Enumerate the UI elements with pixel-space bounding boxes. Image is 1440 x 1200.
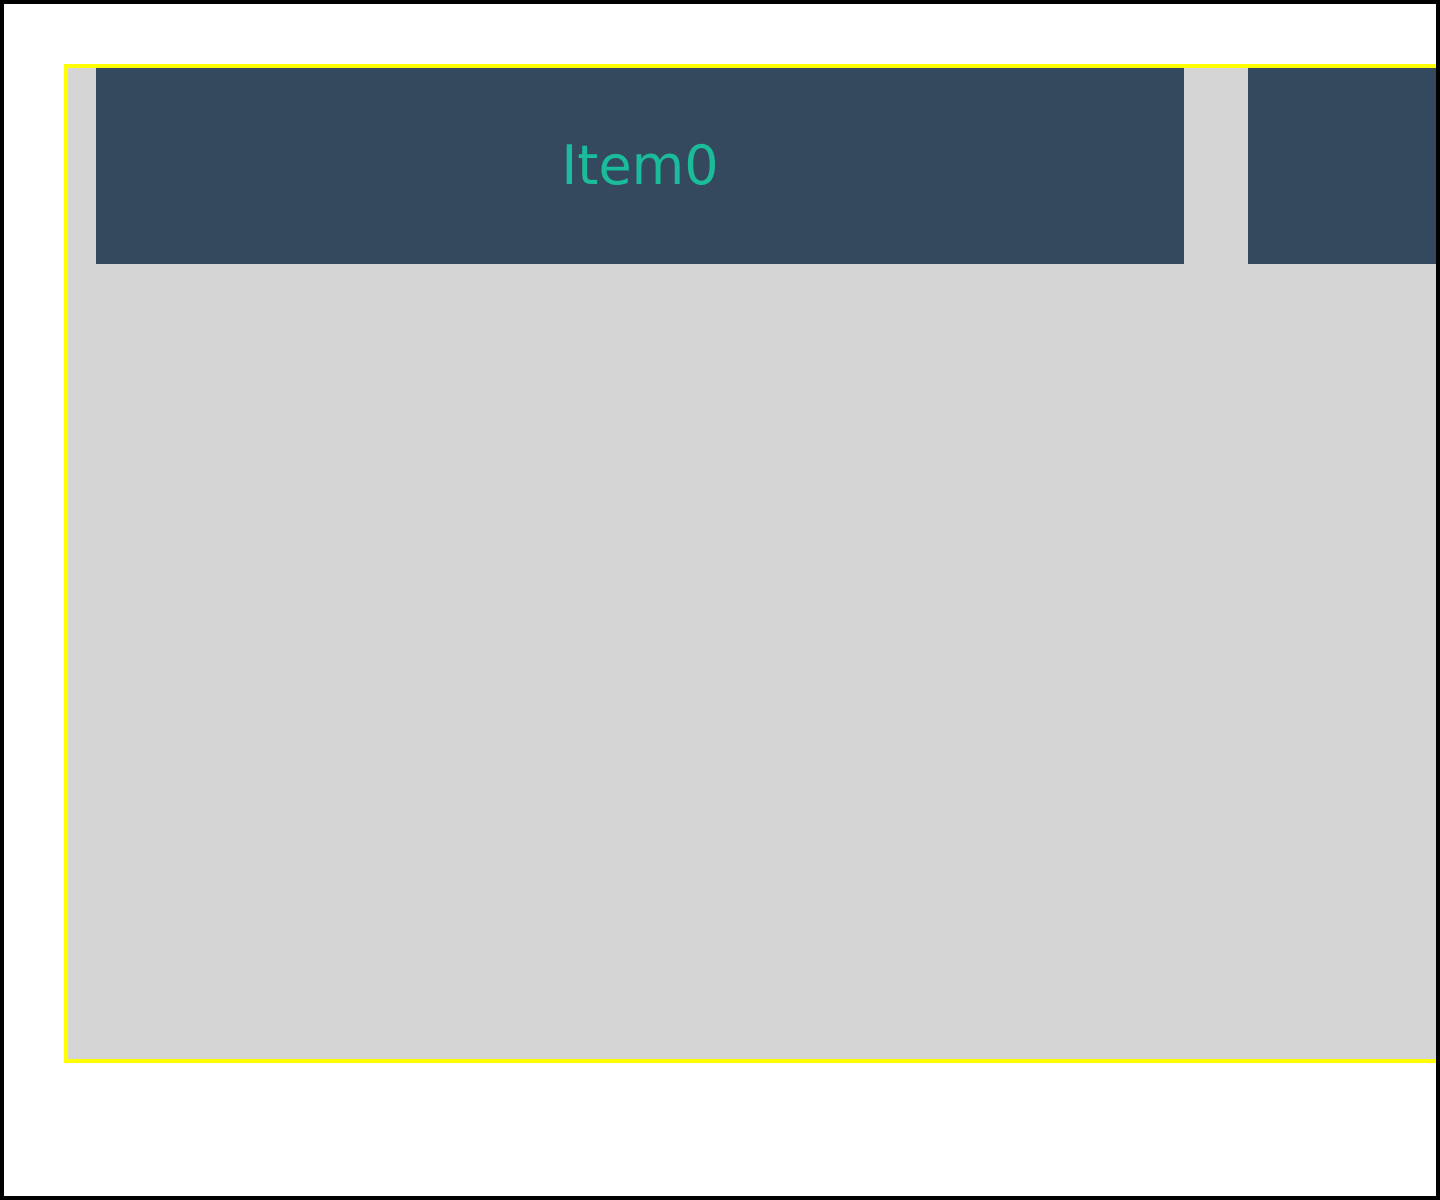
flex-container: Item0	[64, 64, 1436, 1063]
flex-item-1[interactable]	[1248, 68, 1436, 264]
flex-item-0[interactable]: Item0	[96, 68, 1184, 264]
flex-item-0-label: Item0	[561, 134, 719, 197]
